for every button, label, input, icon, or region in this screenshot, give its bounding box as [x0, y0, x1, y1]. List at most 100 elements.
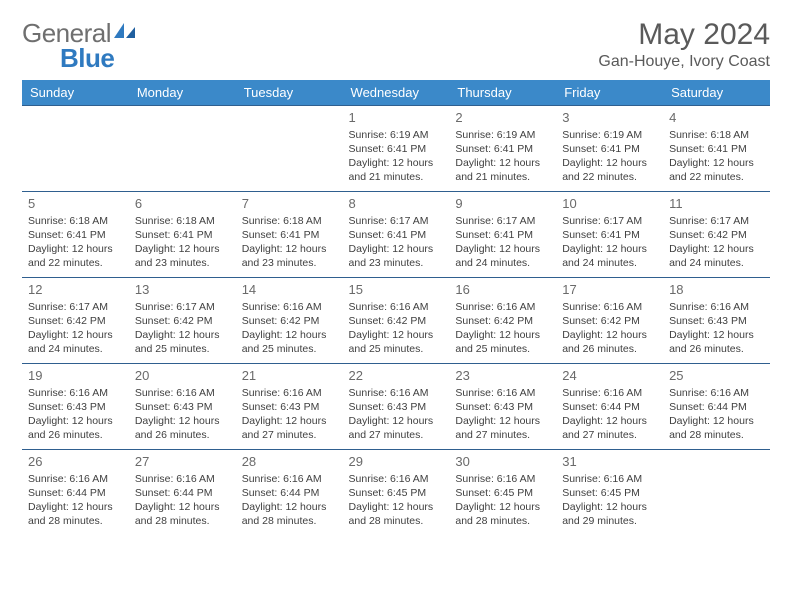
calendar-day-cell: 4Sunrise: 6:18 AMSunset: 6:41 PMDaylight…	[663, 106, 770, 192]
sunset-line: Sunset: 6:41 PM	[455, 142, 550, 156]
calendar-day-cell: 19Sunrise: 6:16 AMSunset: 6:43 PMDayligh…	[22, 364, 129, 450]
sunrise-line: Sunrise: 6:18 AM	[28, 214, 123, 228]
sunrise-line: Sunrise: 6:16 AM	[242, 300, 337, 314]
day-header: Wednesday	[343, 80, 450, 106]
sunset-line: Sunset: 6:42 PM	[242, 314, 337, 328]
daylight-line: Daylight: 12 hours and 24 minutes.	[28, 328, 123, 356]
calendar-blank-cell	[129, 106, 236, 192]
calendar-day-cell: 2Sunrise: 6:19 AMSunset: 6:41 PMDaylight…	[449, 106, 556, 192]
day-number: 18	[669, 281, 764, 299]
day-number: 6	[135, 195, 230, 213]
calendar-day-cell: 9Sunrise: 6:17 AMSunset: 6:41 PMDaylight…	[449, 192, 556, 278]
day-number: 4	[669, 109, 764, 127]
day-number: 2	[455, 109, 550, 127]
calendar-day-cell: 27Sunrise: 6:16 AMSunset: 6:44 PMDayligh…	[129, 450, 236, 536]
daylight-line: Daylight: 12 hours and 28 minutes.	[242, 500, 337, 528]
daylight-line: Daylight: 12 hours and 26 minutes.	[28, 414, 123, 442]
day-number: 26	[28, 453, 123, 471]
sunset-line: Sunset: 6:44 PM	[135, 486, 230, 500]
calendar-day-cell: 12Sunrise: 6:17 AMSunset: 6:42 PMDayligh…	[22, 278, 129, 364]
daylight-line: Daylight: 12 hours and 22 minutes.	[562, 156, 657, 184]
sunrise-line: Sunrise: 6:16 AM	[562, 300, 657, 314]
day-header-row: SundayMondayTuesdayWednesdayThursdayFrid…	[22, 80, 770, 106]
sunset-line: Sunset: 6:43 PM	[349, 400, 444, 414]
calendar-day-cell: 14Sunrise: 6:16 AMSunset: 6:42 PMDayligh…	[236, 278, 343, 364]
day-header: Friday	[556, 80, 663, 106]
day-header: Thursday	[449, 80, 556, 106]
sunset-line: Sunset: 6:41 PM	[455, 228, 550, 242]
day-number: 29	[349, 453, 444, 471]
day-header: Monday	[129, 80, 236, 106]
calendar-blank-cell	[22, 106, 129, 192]
day-number: 31	[562, 453, 657, 471]
sunset-line: Sunset: 6:41 PM	[562, 228, 657, 242]
sunrise-line: Sunrise: 6:16 AM	[562, 472, 657, 486]
day-number: 22	[349, 367, 444, 385]
sunrise-line: Sunrise: 6:16 AM	[455, 472, 550, 486]
daylight-line: Daylight: 12 hours and 27 minutes.	[562, 414, 657, 442]
sunset-line: Sunset: 6:42 PM	[28, 314, 123, 328]
day-number: 17	[562, 281, 657, 299]
calendar-day-cell: 24Sunrise: 6:16 AMSunset: 6:44 PMDayligh…	[556, 364, 663, 450]
calendar-day-cell: 17Sunrise: 6:16 AMSunset: 6:42 PMDayligh…	[556, 278, 663, 364]
calendar-blank-cell	[663, 450, 770, 536]
sunrise-line: Sunrise: 6:19 AM	[562, 128, 657, 142]
calendar-day-cell: 30Sunrise: 6:16 AMSunset: 6:45 PMDayligh…	[449, 450, 556, 536]
sunrise-line: Sunrise: 6:16 AM	[562, 386, 657, 400]
calendar-day-cell: 15Sunrise: 6:16 AMSunset: 6:42 PMDayligh…	[343, 278, 450, 364]
sunrise-line: Sunrise: 6:17 AM	[135, 300, 230, 314]
sunset-line: Sunset: 6:41 PM	[669, 142, 764, 156]
title-block: May 2024 Gan-Houye, Ivory Coast	[598, 18, 770, 71]
sunset-line: Sunset: 6:43 PM	[28, 400, 123, 414]
daylight-line: Daylight: 12 hours and 24 minutes.	[669, 242, 764, 270]
daylight-line: Daylight: 12 hours and 28 minutes.	[349, 500, 444, 528]
sail-icon	[113, 22, 137, 45]
day-number: 10	[562, 195, 657, 213]
day-number: 12	[28, 281, 123, 299]
calendar-day-cell: 20Sunrise: 6:16 AMSunset: 6:43 PMDayligh…	[129, 364, 236, 450]
sunrise-line: Sunrise: 6:16 AM	[455, 386, 550, 400]
day-number: 16	[455, 281, 550, 299]
calendar-day-cell: 6Sunrise: 6:18 AMSunset: 6:41 PMDaylight…	[129, 192, 236, 278]
sunset-line: Sunset: 6:44 PM	[242, 486, 337, 500]
daylight-line: Daylight: 12 hours and 26 minutes.	[669, 328, 764, 356]
sunrise-line: Sunrise: 6:17 AM	[669, 214, 764, 228]
sunrise-line: Sunrise: 6:17 AM	[455, 214, 550, 228]
calendar-day-cell: 23Sunrise: 6:16 AMSunset: 6:43 PMDayligh…	[449, 364, 556, 450]
logo: GeneralBlue	[22, 18, 137, 74]
calendar-week-row: 19Sunrise: 6:16 AMSunset: 6:43 PMDayligh…	[22, 364, 770, 450]
daylight-line: Daylight: 12 hours and 28 minutes.	[28, 500, 123, 528]
sunrise-line: Sunrise: 6:16 AM	[349, 472, 444, 486]
daylight-line: Daylight: 12 hours and 22 minutes.	[28, 242, 123, 270]
day-number: 21	[242, 367, 337, 385]
daylight-line: Daylight: 12 hours and 23 minutes.	[135, 242, 230, 270]
calendar-day-cell: 18Sunrise: 6:16 AMSunset: 6:43 PMDayligh…	[663, 278, 770, 364]
day-number: 27	[135, 453, 230, 471]
daylight-line: Daylight: 12 hours and 28 minutes.	[455, 500, 550, 528]
sunrise-line: Sunrise: 6:16 AM	[242, 472, 337, 486]
sunset-line: Sunset: 6:41 PM	[135, 228, 230, 242]
sunset-line: Sunset: 6:43 PM	[135, 400, 230, 414]
daylight-line: Daylight: 12 hours and 25 minutes.	[349, 328, 444, 356]
calendar-day-cell: 8Sunrise: 6:17 AMSunset: 6:41 PMDaylight…	[343, 192, 450, 278]
daylight-line: Daylight: 12 hours and 21 minutes.	[455, 156, 550, 184]
sunrise-line: Sunrise: 6:17 AM	[28, 300, 123, 314]
sunset-line: Sunset: 6:42 PM	[349, 314, 444, 328]
calendar-day-cell: 1Sunrise: 6:19 AMSunset: 6:41 PMDaylight…	[343, 106, 450, 192]
sunrise-line: Sunrise: 6:16 AM	[349, 386, 444, 400]
sunset-line: Sunset: 6:42 PM	[669, 228, 764, 242]
daylight-line: Daylight: 12 hours and 26 minutes.	[562, 328, 657, 356]
calendar-day-cell: 10Sunrise: 6:17 AMSunset: 6:41 PMDayligh…	[556, 192, 663, 278]
daylight-line: Daylight: 12 hours and 23 minutes.	[242, 242, 337, 270]
sunrise-line: Sunrise: 6:17 AM	[349, 214, 444, 228]
sunset-line: Sunset: 6:41 PM	[562, 142, 657, 156]
day-number: 9	[455, 195, 550, 213]
sunset-line: Sunset: 6:45 PM	[562, 486, 657, 500]
day-number: 23	[455, 367, 550, 385]
calendar-day-cell: 26Sunrise: 6:16 AMSunset: 6:44 PMDayligh…	[22, 450, 129, 536]
daylight-line: Daylight: 12 hours and 22 minutes.	[669, 156, 764, 184]
day-number: 3	[562, 109, 657, 127]
sunrise-line: Sunrise: 6:16 AM	[669, 300, 764, 314]
day-number: 30	[455, 453, 550, 471]
calendar-day-cell: 29Sunrise: 6:16 AMSunset: 6:45 PMDayligh…	[343, 450, 450, 536]
